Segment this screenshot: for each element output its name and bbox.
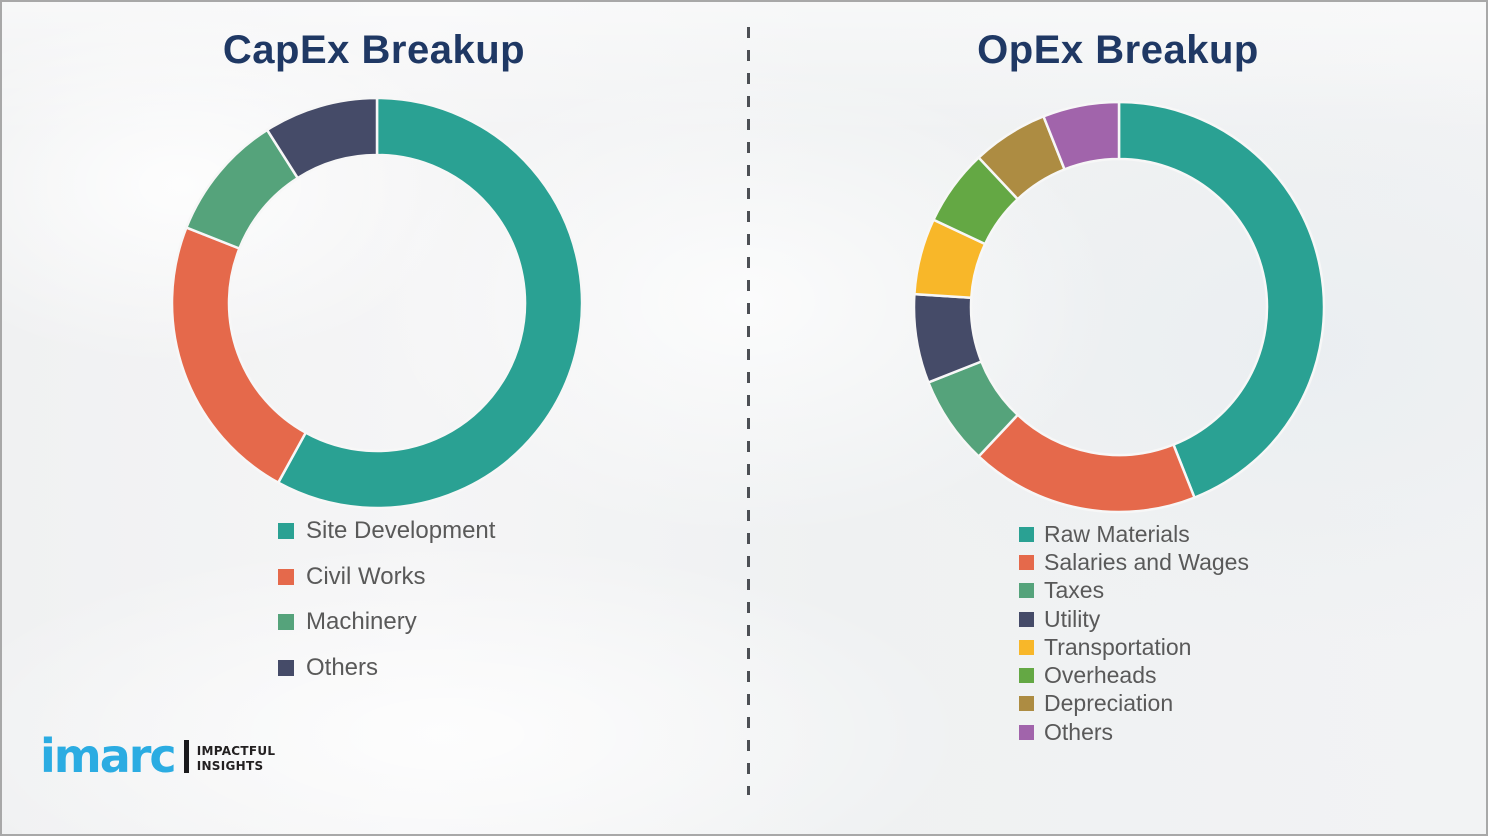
capex-donut-chart (170, 96, 584, 510)
imarc-logo-tagline: IMPACTFUL INSIGHTS (197, 744, 276, 774)
legend-label: Machinery (306, 608, 417, 636)
legend-label: Transportation (1044, 633, 1192, 660)
legend-swatch (1019, 611, 1034, 627)
legend-item-civil-works: Civil Works (278, 554, 495, 600)
donut-segment-site-development (276, 96, 584, 510)
legend-label: Others (1044, 718, 1114, 745)
legend-label: Depreciation (1044, 690, 1174, 717)
logo-separator-bar (183, 740, 189, 774)
legend-item-machinery: Machinery (278, 600, 495, 646)
imarc-logo-wordmark: imarc (40, 729, 177, 783)
legend-item-depreciation: Depreciation (1019, 690, 1249, 718)
opex-title: OpEx Breakup (977, 28, 1259, 72)
donut-segment-salaries-and-wages (977, 413, 1196, 514)
legend-label: Overheads (1044, 662, 1157, 689)
legend-swatch (1019, 639, 1034, 655)
legend-swatch (1019, 583, 1034, 599)
legend-label: Civil Works (306, 562, 426, 590)
tagline-line-2: INSIGHTS (196, 759, 264, 774)
legend-swatch (1019, 526, 1034, 542)
donut-segment-others (1042, 100, 1121, 171)
legend-label: Site Development (306, 516, 496, 544)
legend-item-transportation: Transportation (1019, 633, 1249, 661)
legend-item-site-development: Site Development (278, 508, 495, 554)
legend-item-others: Others (278, 645, 495, 691)
legend-swatch (1019, 696, 1034, 712)
imarc-logo: imarc IMPACTFUL INSIGHTS (40, 729, 276, 783)
legend-swatch (278, 660, 294, 677)
legend-item-overheads: Overheads (1019, 661, 1249, 689)
legend-swatch (1019, 724, 1034, 740)
legend-item-taxes: Taxes (1019, 577, 1249, 605)
legend-item-others: Others (1019, 718, 1249, 746)
donut-segment-raw-materials (1117, 100, 1326, 499)
legend-label: Others (306, 654, 379, 682)
donut-segment-civil-works (170, 226, 307, 484)
legend-item-salaries-and-wages: Salaries and Wages (1019, 548, 1249, 576)
legend-label: Utility (1044, 605, 1101, 632)
vertical-dashed-divider (747, 27, 750, 795)
tagline-line-1: IMPACTFUL (196, 744, 276, 759)
legend-swatch (278, 522, 294, 539)
legend-label: Raw Materials (1044, 520, 1190, 547)
legend-item-utility: Utility (1019, 605, 1249, 633)
donut-segment-others (265, 96, 379, 180)
legend-label: Salaries and Wages (1044, 548, 1249, 575)
legend-label: Taxes (1044, 577, 1105, 604)
legend-item-raw-materials: Raw Materials (1019, 520, 1249, 548)
capex-title: CapEx Breakup (222, 28, 526, 72)
legend-swatch (1019, 668, 1034, 684)
legend-swatch (1019, 554, 1034, 570)
capex-legend: Site Development Civil Works Machinery Othe… (278, 508, 495, 691)
legend-swatch (278, 614, 294, 631)
opex-donut-chart (912, 100, 1326, 514)
opex-legend: Raw Materials Salaries and Wages Taxes Util… (1019, 520, 1249, 746)
legend-swatch (278, 568, 294, 585)
